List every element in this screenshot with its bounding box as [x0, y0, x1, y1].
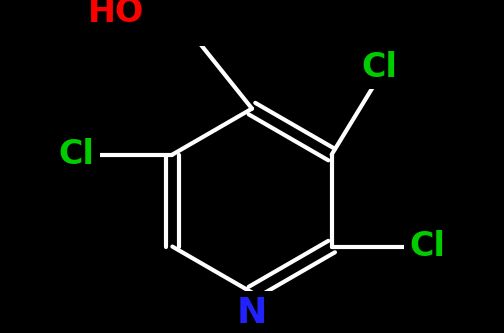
- Text: N: N: [237, 296, 267, 330]
- Text: HO: HO: [88, 0, 144, 30]
- Text: Cl: Cl: [59, 138, 95, 171]
- Text: Cl: Cl: [409, 230, 445, 263]
- Text: Cl: Cl: [361, 51, 397, 84]
